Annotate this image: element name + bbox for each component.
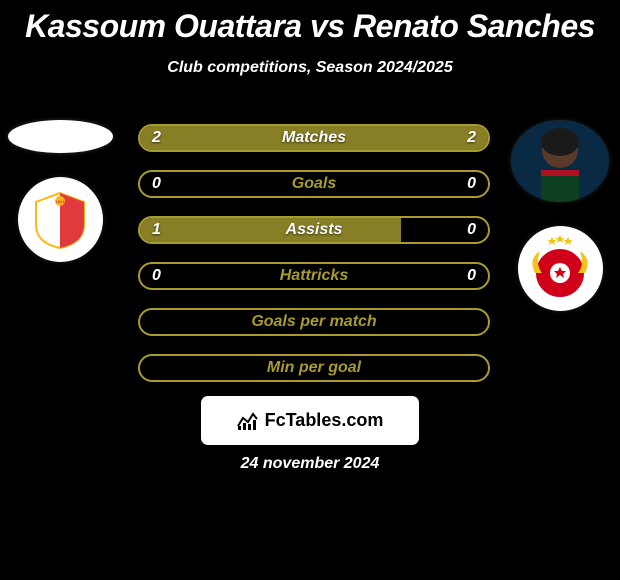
player-left-avatar bbox=[8, 120, 113, 153]
subtitle: Club competitions, Season 2024/2025 bbox=[0, 59, 620, 77]
left-player-column: 1924 bbox=[0, 120, 120, 262]
stat-value-right: 0 bbox=[467, 172, 476, 196]
right-player-column bbox=[500, 120, 620, 311]
stat-label: Matches bbox=[140, 126, 488, 150]
svg-text:1924: 1924 bbox=[56, 199, 66, 204]
stat-value-left: 0 bbox=[152, 172, 161, 196]
chart-icon bbox=[237, 411, 259, 431]
stat-row-assists: Assists1 0 bbox=[138, 216, 490, 244]
stat-value-right: 0 bbox=[467, 218, 476, 242]
stat-value-left: 1 bbox=[152, 218, 161, 242]
stats-bars: Matches22Goals00Assists10Hattricks00Goal… bbox=[138, 124, 490, 400]
stat-row-hattricks: Hattricks0 0 bbox=[138, 262, 490, 290]
club-left-logo: 1924 bbox=[18, 177, 103, 262]
stat-value-left: 2 bbox=[152, 126, 161, 150]
stat-label: Hattricks bbox=[140, 264, 488, 288]
stat-value-right: 2 bbox=[467, 126, 476, 150]
stat-row-goals: Goals0 0 bbox=[138, 170, 490, 198]
player-photo-placeholder-icon bbox=[511, 120, 609, 202]
stat-label: Goals bbox=[140, 172, 488, 196]
stat-row-matches: Matches2 2 bbox=[138, 124, 490, 152]
stat-value-left: 0 bbox=[152, 264, 161, 288]
page-title: Kassoum Ouattara vs Renato Sanches bbox=[0, 0, 620, 45]
stat-label: Min per goal bbox=[140, 356, 488, 380]
stat-label: Goals per match bbox=[140, 310, 488, 334]
stat-value-right: 0 bbox=[467, 264, 476, 288]
branding-text: FcTables.com bbox=[265, 410, 384, 431]
club-right-logo bbox=[518, 226, 603, 311]
benfica-badge-icon bbox=[520, 229, 600, 309]
player-right-avatar bbox=[511, 120, 609, 202]
stat-label: Assists bbox=[140, 218, 488, 242]
monaco-badge-icon: 1924 bbox=[30, 190, 90, 250]
date-label: 24 november 2024 bbox=[0, 455, 620, 473]
stat-row-min-per-goal: Min per goal bbox=[138, 354, 490, 382]
stat-row-goals-per-match: Goals per match bbox=[138, 308, 490, 336]
branding-badge: FcTables.com bbox=[201, 396, 419, 445]
